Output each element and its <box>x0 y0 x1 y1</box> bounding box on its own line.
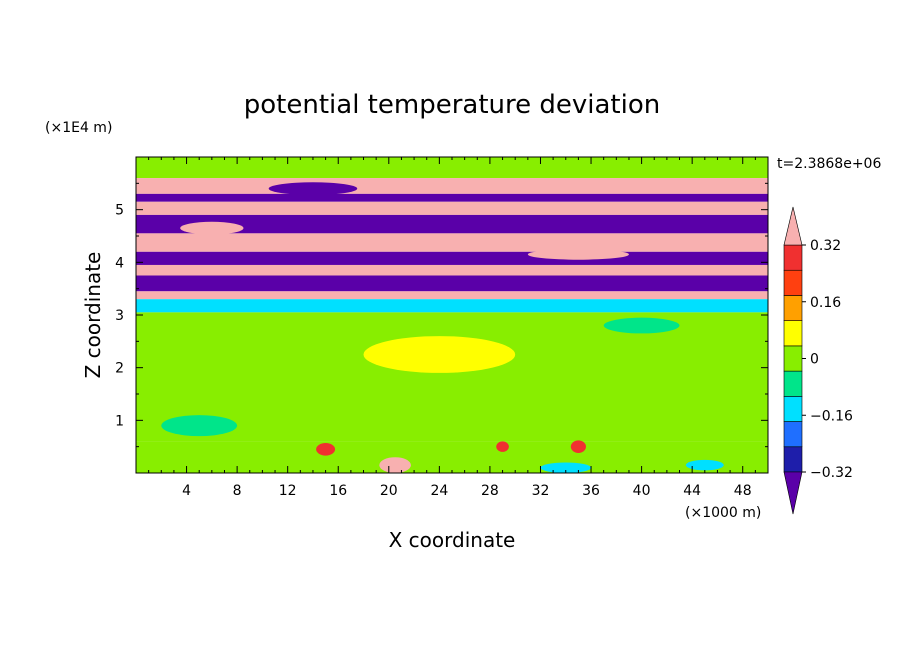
field-band-5 <box>136 233 768 252</box>
colorbar-bin <box>783 446 803 473</box>
colorbar-bin <box>783 421 803 448</box>
y-tick-label: 3 <box>115 308 124 324</box>
colorbar: 0.32 0.16 0 −0.16 −0.32 <box>783 206 853 515</box>
x-tick-label: 48 <box>734 483 752 499</box>
field-band-4 <box>136 214 768 234</box>
colorbar-bin <box>783 244 803 271</box>
field-blob-10 <box>161 415 238 437</box>
plot-area <box>136 157 768 473</box>
y-tick-label: 4 <box>115 255 124 271</box>
field-blob-2 <box>527 249 629 260</box>
time-label: t=2.3868e+06 <box>777 156 881 172</box>
colorbar-bin <box>783 295 803 321</box>
chart-title: potential temperature deviation <box>244 90 660 120</box>
field-band-12 <box>136 441 768 473</box>
x-axis-label: X coordinate <box>389 528 516 552</box>
field-band-7 <box>136 264 768 276</box>
y-tick-label: 2 <box>115 361 124 377</box>
colorbar-bin <box>783 320 803 347</box>
colorbar-extend-low <box>783 471 803 515</box>
field-band-6 <box>136 251 768 265</box>
field-band-2 <box>136 193 768 202</box>
colorbar-tick-label: −0.16 <box>810 408 853 424</box>
x-tick-label: 44 <box>683 483 701 499</box>
colorbar-tick-label: 0 <box>810 352 819 368</box>
field-blob-0 <box>268 182 358 195</box>
field-blob-6 <box>496 441 509 452</box>
field-blob-4 <box>316 442 336 456</box>
colorbar-bin <box>783 345 803 372</box>
colorbar-extend-high <box>783 206 803 246</box>
colorbar-bin <box>783 269 803 296</box>
field-blob-1 <box>180 221 244 235</box>
colorbar-tick-label: 0.16 <box>810 295 841 311</box>
colorbar-tick-label: −0.32 <box>810 465 853 481</box>
y-tick-label: 5 <box>115 203 124 219</box>
field-blob-8 <box>685 459 724 471</box>
x-tick-label: 24 <box>430 483 448 499</box>
field-blob-3 <box>379 457 411 473</box>
colorbar-bin <box>783 370 803 397</box>
x-tick-label: 4 <box>182 483 191 499</box>
field-band-3 <box>136 201 768 215</box>
field-band-0 <box>136 157 768 179</box>
y-unit-label: (×1E4 m) <box>45 120 112 136</box>
x-tick-label: 28 <box>481 483 499 499</box>
field-band-11 <box>136 312 768 442</box>
colorbar-bin <box>783 396 803 422</box>
x-tick-label: 12 <box>279 483 297 499</box>
field-band-1 <box>136 178 768 194</box>
field-band-8 <box>136 275 768 292</box>
field-band-10 <box>136 299 768 313</box>
y-axis-label: Z coordinate <box>81 252 105 379</box>
field-blob-5 <box>570 440 586 453</box>
x-tick-label: 8 <box>233 483 242 499</box>
field-band-9 <box>136 291 768 300</box>
x-unit-label: (×1000 m) <box>685 505 761 521</box>
y-tick-label: 1 <box>115 413 124 429</box>
x-tick-label: 36 <box>582 483 600 499</box>
x-tick-label: 32 <box>532 483 550 499</box>
x-tick-label: 20 <box>380 483 398 499</box>
x-tick-label: 16 <box>329 483 347 499</box>
colorbar-tick-label: 0.32 <box>810 238 841 254</box>
field-blob-11 <box>603 317 680 334</box>
field-blob-9 <box>363 336 516 373</box>
x-tick-label: 40 <box>633 483 651 499</box>
